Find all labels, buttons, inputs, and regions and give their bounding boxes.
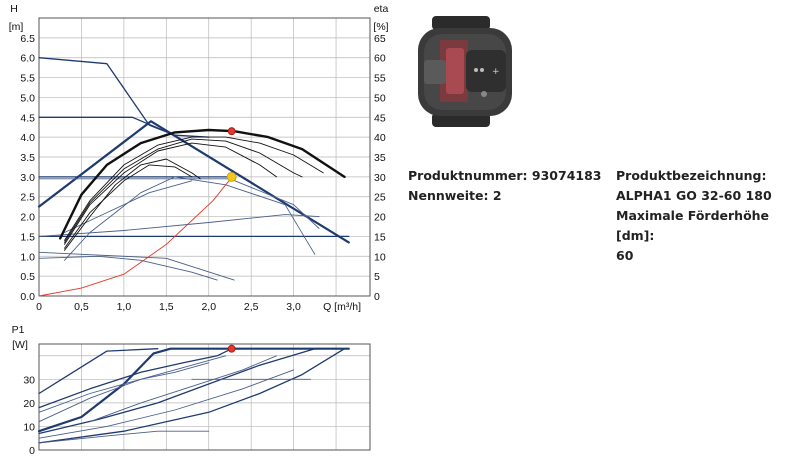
series-line [38, 430, 210, 444]
product-info-right: Produktbezeichnung: ALPHA1 GO 32-60 180 … [616, 166, 800, 266]
y-tick-label: 2.5 [20, 192, 35, 204]
series-line [64, 142, 278, 245]
y-axis-label: H [10, 3, 18, 15]
head-chart: 0.0 0.5 1.0 1.5 2.0 2.5 3.0 3.5 4.0 4.5 5.0 5.5 6.0 6… [9, 3, 389, 313]
nominal-size-value: 2 [492, 188, 502, 203]
y-tick-label: 5.5 [20, 73, 35, 85]
y-tick-label: 4.5 [20, 112, 35, 124]
series-line [38, 176, 233, 297]
x-axis-label: Q [m³/h] [323, 301, 361, 313]
series-line [38, 251, 235, 281]
x-tick-label: 2,5 [244, 301, 259, 313]
y-tick-label: 1.0 [20, 251, 35, 263]
series-line [64, 158, 201, 251]
y-axis-unit: [W] [12, 339, 28, 351]
duty-point-marker [226, 171, 237, 182]
series-line [37, 347, 350, 433]
series-line [38, 362, 210, 413]
y-right-tick-label: 5 [374, 271, 380, 283]
series-line [38, 255, 218, 281]
y-right-axis-label: eta [374, 3, 389, 15]
series-line [38, 348, 233, 409]
y-right-tick-label: 30 [374, 172, 386, 184]
max-head-value: 60 [616, 248, 634, 263]
nominal-size-row: Nennweite: 2 [408, 186, 602, 206]
y-tick-label: 0.5 [20, 271, 35, 283]
y-right-tick-label: 55 [374, 73, 386, 85]
y-tick-label: 4.0 [20, 132, 35, 144]
x-tick-label: 1,5 [159, 301, 174, 313]
product-name-label: Produktbezeichnung: [616, 168, 767, 183]
y-right-tick-label: 20 [374, 212, 386, 224]
y-right-tick-label: 60 [374, 53, 386, 65]
product-number-row: Produktnummer: 93074183 [408, 166, 602, 186]
y-axis-label: P1 [12, 324, 25, 336]
series-line [38, 116, 176, 136]
y-tick-label: 3.0 [20, 172, 35, 184]
plot-frame [38, 17, 371, 297]
max-head-label: Maximale Förderhöhe [dm]: [616, 208, 770, 243]
y-right-tick-label: 65 [374, 33, 386, 45]
y-right-tick-label: 10 [374, 251, 386, 263]
y-right-tick-label: 15 [374, 231, 386, 243]
y-tick-label: 3.5 [20, 152, 35, 164]
product-info-left: Produktnummer: 93074183 Nennweite: 2 [408, 166, 602, 206]
y-tick-label: 10 [23, 421, 35, 433]
x-tick-label: 3,0 [286, 301, 301, 313]
product-name-value: ALPHA1 GO 32-60 180 [616, 188, 772, 203]
x-tick-label: 2,0 [201, 301, 216, 313]
pump-photo: + [410, 14, 520, 134]
series-line [37, 120, 350, 244]
y-tick-label: 0 [29, 445, 35, 457]
series-line [64, 138, 303, 243]
y-right-tick-label: 0 [374, 291, 380, 303]
y-axis-unit: [m] [9, 21, 24, 33]
plot-frame [38, 343, 371, 451]
y-tick-label: 6.5 [20, 33, 35, 45]
x-tick-label: 0 [36, 301, 42, 313]
y-tick-label: 6.0 [20, 53, 35, 65]
series-line [64, 176, 316, 261]
series-line [38, 369, 295, 439]
y-right-tick-label: 25 [374, 192, 386, 204]
series-line [38, 214, 320, 237]
x-tick-label: 1,0 [117, 301, 132, 313]
max-point-marker [227, 344, 236, 353]
y-tick-label: 2.0 [20, 212, 35, 224]
y-right-tick-label: 40 [374, 132, 386, 144]
series-line [38, 348, 346, 444]
x-tick-label: 0,5 [74, 301, 89, 313]
y-right-tick-label: 35 [374, 152, 386, 164]
y-tick-label: 0.0 [20, 291, 35, 303]
y-right-axis-unit: [%] [373, 21, 388, 33]
series-line [38, 348, 159, 395]
series-line [38, 178, 320, 229]
product-number-value: 93074183 [531, 168, 602, 183]
max-point-marker [227, 127, 236, 136]
series-line [38, 348, 316, 435]
y-right-tick-label: 50 [374, 92, 386, 104]
y-tick-label: 5.0 [20, 92, 35, 104]
power-chart: 0 10 20 30 P1 [W] [12, 324, 371, 457]
series-line [38, 57, 210, 138]
y-right-tick-label: 45 [374, 112, 386, 124]
pump-curves: 0.0 0.5 1.0 1.5 2.0 2.5 3.0 3.5 4.0 4.5 5.0 5.5 6.0 6… [9, 3, 389, 457]
nominal-size-label: Nennweite: [408, 188, 489, 203]
series-line [89, 355, 278, 423]
svg-text:+: + [492, 67, 500, 77]
series-line [64, 164, 193, 249]
y-tick-label: 1.5 [20, 231, 35, 243]
y-tick-label: 30 [23, 374, 35, 386]
product-number-label: Produktnummer: [408, 168, 528, 183]
series-line [59, 128, 346, 240]
y-tick-label: 20 [23, 398, 35, 410]
series-line [64, 136, 324, 241]
